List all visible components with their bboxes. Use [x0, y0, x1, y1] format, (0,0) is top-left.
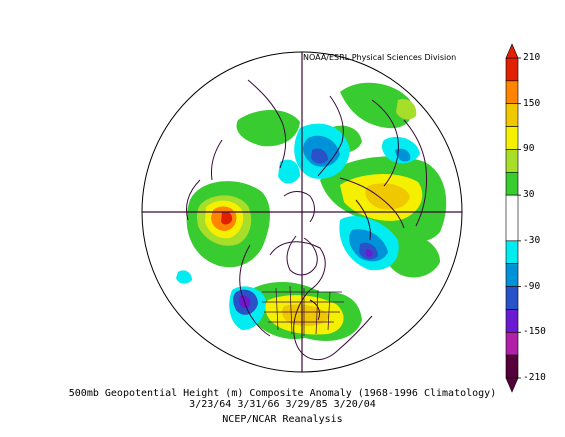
caption-dates: 3/23/64 3/31/66 3/29/85 3/20/04 — [189, 399, 376, 410]
colorbar-segment-0 — [505, 57, 519, 82]
anomaly-fill — [176, 82, 447, 341]
grid-lines — [142, 52, 462, 372]
colorbar-segment-11 — [505, 331, 519, 356]
map-boundary — [141, 51, 463, 373]
colorbar-tick-label: 210 — [523, 52, 541, 63]
colorbar-segment-7 — [505, 240, 519, 265]
colorbar-tick-label: 30 — [523, 189, 535, 201]
colorbar-segment-9 — [505, 286, 519, 310]
colorbar-segment-4 — [505, 149, 519, 173]
caption-title: 500mb Geopotential Height (m) Composite … — [68, 388, 497, 399]
colorbar-segment-5 — [505, 171, 519, 196]
colorbar-segment-1 — [505, 80, 519, 105]
colorbar-segment-3 — [505, 126, 519, 150]
colorbar-segment-6 — [505, 194, 519, 242]
colorbar — [505, 43, 521, 393]
colorbar-segment-2 — [505, 103, 519, 127]
colorbar-segment-8 — [505, 263, 519, 287]
colorbar-arrow-top — [505, 43, 519, 59]
colorbar-segment-12 — [505, 354, 519, 379]
caption-source: NCEP/NCAR Reanalysis — [222, 414, 343, 425]
colorbar-segment-10 — [505, 309, 519, 333]
colorbar-tick-label: -150 — [523, 326, 546, 338]
coastlines — [186, 79, 427, 361]
credit-text: NOAA/ESRL Physical Sciences Division — [303, 53, 457, 62]
colorbar-tick-label: 90 — [523, 143, 535, 155]
colorbar-tick-label: 150 — [523, 97, 541, 109]
colorbar-tick-label: -90 — [523, 280, 541, 292]
colorbar-tick-label: -210 — [523, 372, 546, 383]
colorbar-arrow-bottom — [505, 377, 519, 393]
colorbar-tick-label: -30 — [523, 234, 541, 246]
